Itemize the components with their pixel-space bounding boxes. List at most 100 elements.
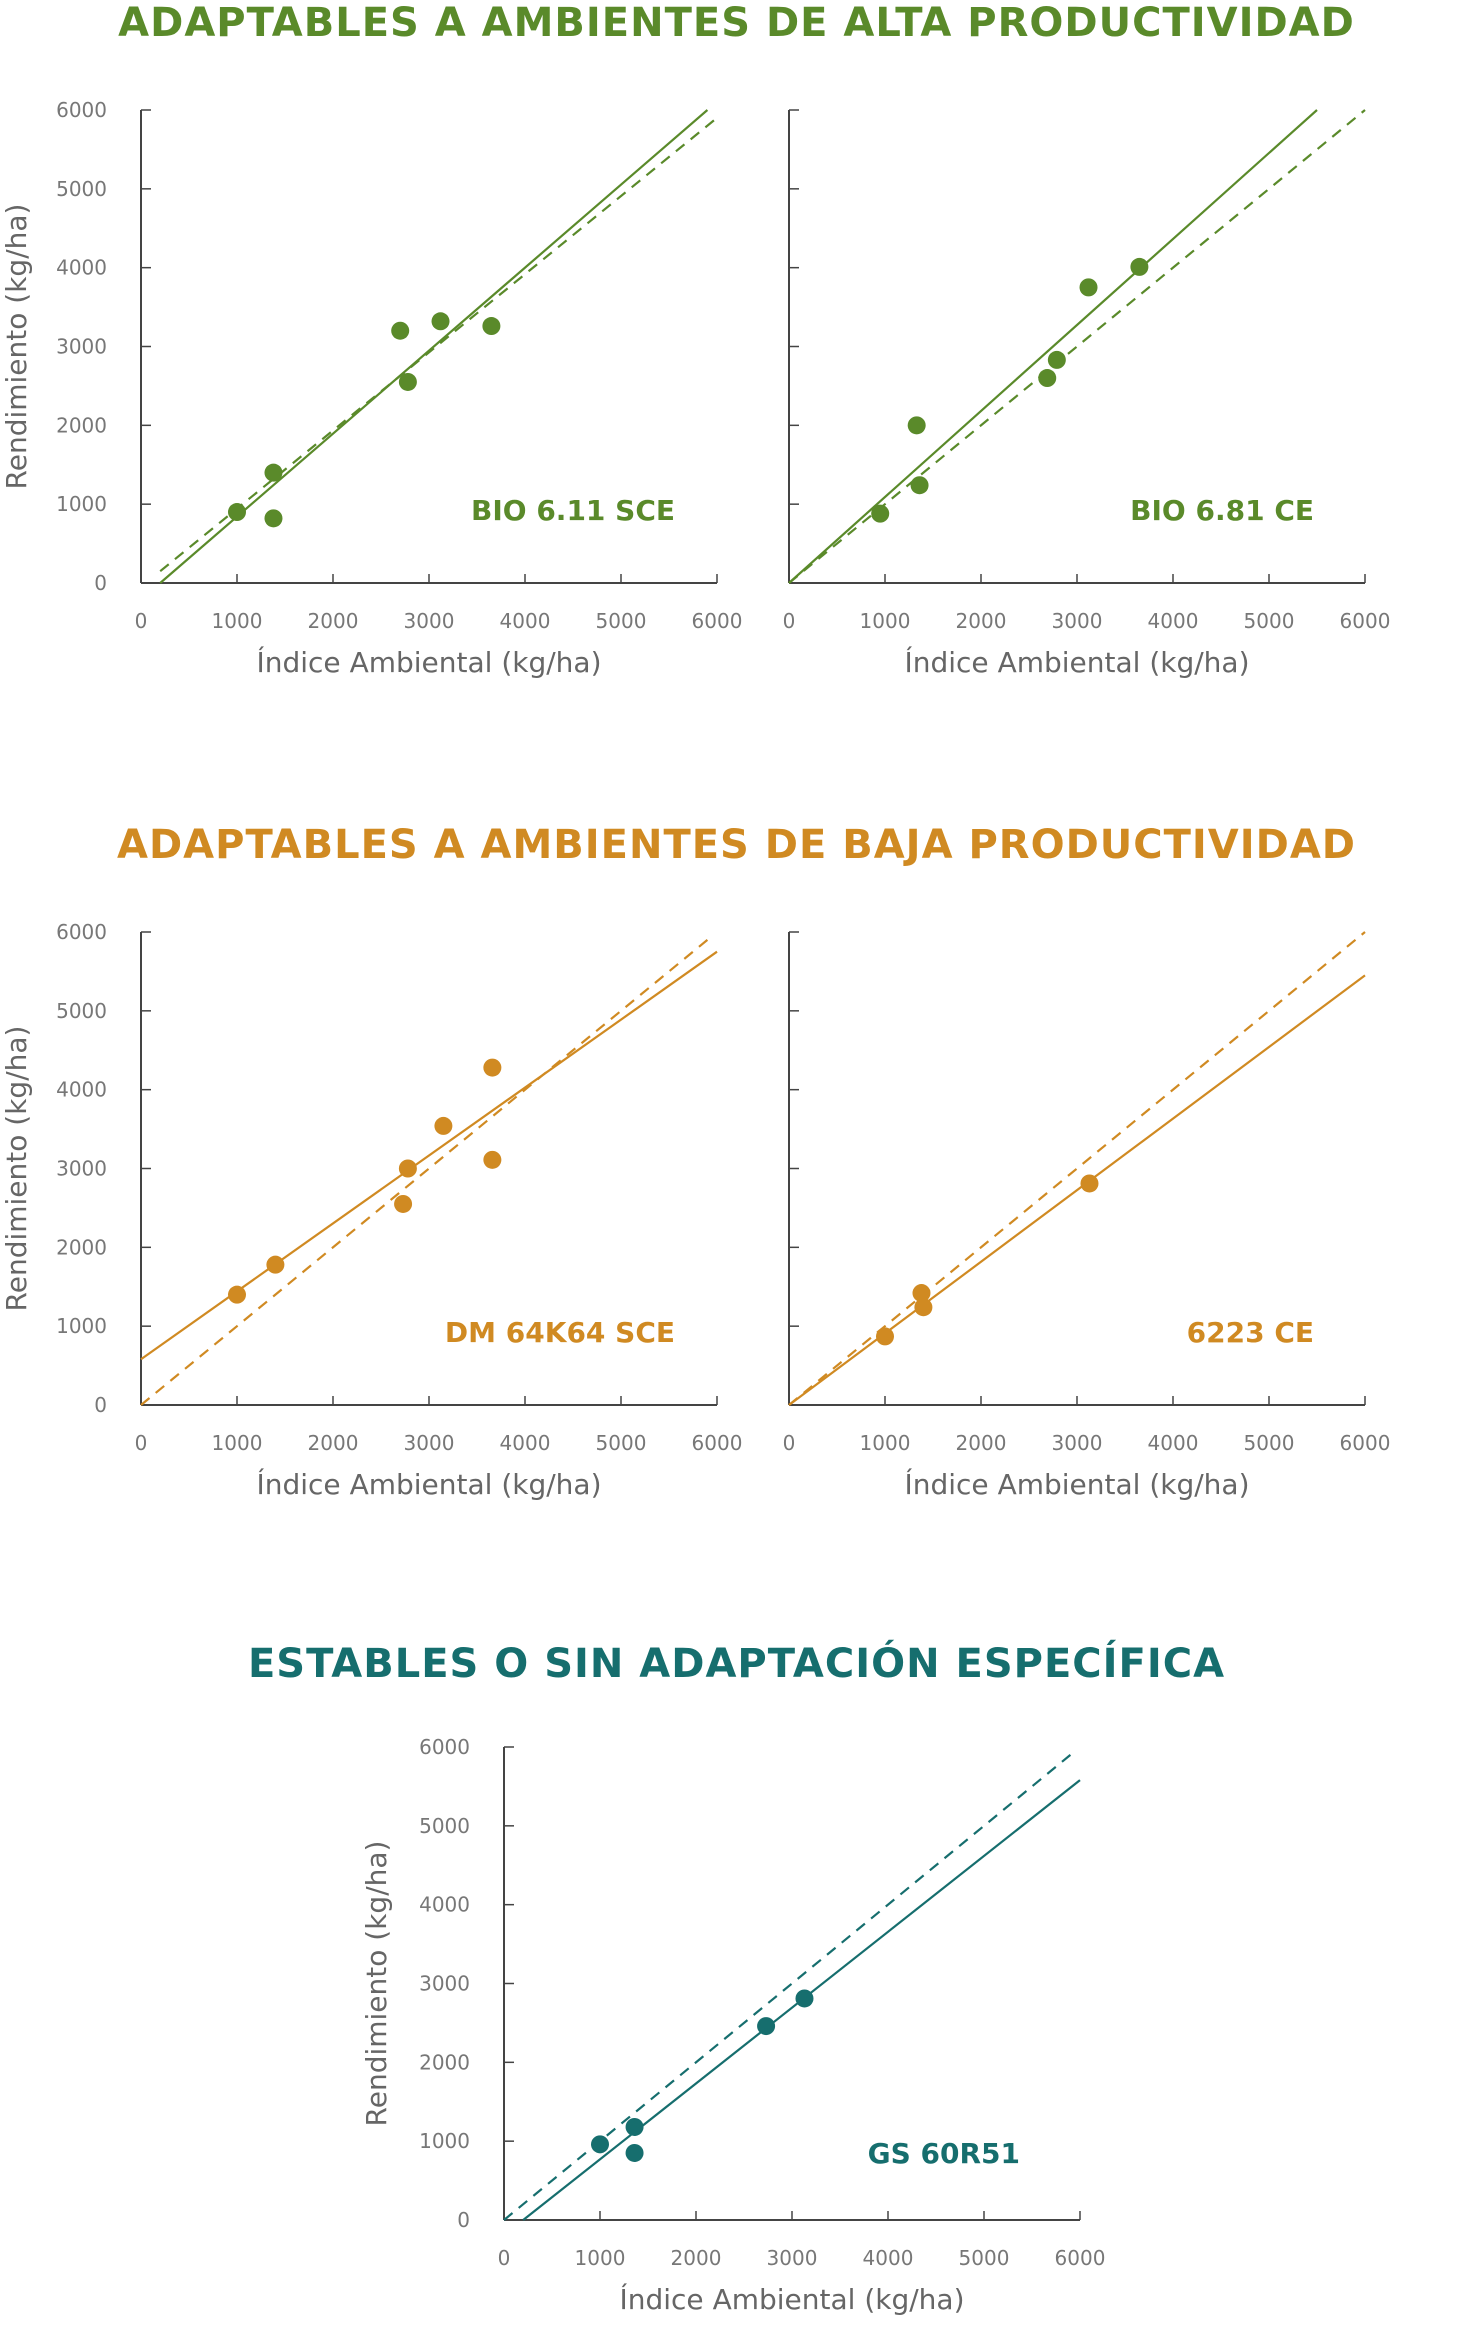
data-point <box>625 2117 644 2136</box>
data-point <box>482 317 501 336</box>
y-tick-label: 2000 <box>419 2050 470 2074</box>
x-tick-label: 6000 <box>692 1431 743 1455</box>
x-tick-label: 1000 <box>212 1431 263 1455</box>
x-tick-label: 2000 <box>308 1431 359 1455</box>
data-point <box>1130 257 1149 276</box>
y-tick-label: 2000 <box>56 413 107 437</box>
x-tick-label: 6000 <box>692 609 743 633</box>
data-point <box>264 463 283 482</box>
y-tick-label: 6000 <box>56 920 107 944</box>
hybrid-label: DM 64K64 SCE <box>445 1316 675 1349</box>
x-tick-label: 1000 <box>860 609 911 633</box>
x-tick-label: 6000 <box>1055 2246 1106 2270</box>
data-point <box>910 476 929 495</box>
chart-bio-611-sce: 0 1000 2000 3000 4000 5000 6000 0 1000 2000 3000 40… <box>0 98 743 679</box>
x-tick-label: 4000 <box>1148 1431 1199 1455</box>
data-point <box>398 372 417 391</box>
x-tick-label: 0 <box>135 1431 148 1455</box>
y-axis-title: Rendimiento (kg/ha) <box>0 1026 33 1312</box>
data-point <box>266 1255 285 1274</box>
x-tick-label: 2000 <box>956 609 1007 633</box>
data-point <box>795 1989 814 2008</box>
data-point <box>391 321 410 340</box>
x-axis-title: Índice Ambiental (kg/ha) <box>619 2282 964 2316</box>
x-tick-label: 2000 <box>308 609 359 633</box>
x-tick-label: 0 <box>783 1431 796 1455</box>
x-tick-label: 3000 <box>767 2246 818 2270</box>
hybrid-label: BIO 6.11 SCE <box>471 494 675 527</box>
x-tick-label: 1000 <box>212 609 263 633</box>
y-tick-label: 4000 <box>56 1078 107 1102</box>
data-point <box>1038 369 1057 388</box>
x-tick-label: 5000 <box>596 609 647 633</box>
data-point <box>483 1150 502 1169</box>
x-tick-label: 3000 <box>1052 609 1103 633</box>
data-point <box>394 1194 413 1213</box>
reference-line-dashed <box>788 109 1366 584</box>
x-tick-label: 4000 <box>863 2246 914 2270</box>
reference-line-dashed <box>159 117 718 573</box>
data-point <box>1080 1174 1099 1193</box>
hybrid-label: GS 60R51 <box>868 2137 1020 2170</box>
hybrid-label: BIO 6.81 CE <box>1130 494 1314 527</box>
x-tick-label: 3000 <box>1052 1431 1103 1455</box>
y-tick-label: 1000 <box>56 1314 107 1338</box>
x-tick-label: 0 <box>135 609 148 633</box>
y-tick-label: 1000 <box>56 492 107 516</box>
x-tick-label: 0 <box>783 609 796 633</box>
chart-gs-60r51: 0 1000 2000 3000 4000 5000 6000 0 1000 2000 3000 40… <box>360 1735 1106 2316</box>
data-point <box>228 503 246 522</box>
chart-dm-64k64-sce: 0 1000 2000 3000 4000 5000 6000 0 1000 2000 3000 40… <box>0 920 743 1501</box>
y-tick-label: 6000 <box>56 98 107 122</box>
x-tick-label: 0 <box>498 2246 511 2270</box>
y-tick-label: 5000 <box>419 1814 470 1838</box>
data-point <box>625 2143 644 2162</box>
y-tick-label: 4000 <box>56 256 107 280</box>
x-tick-label: 3000 <box>404 609 455 633</box>
y-axis-title: Rendimiento (kg/ha) <box>360 1841 393 2127</box>
y-tick-label: 1000 <box>419 2129 470 2153</box>
x-tick-label: 1000 <box>860 1431 911 1455</box>
data-point <box>1079 278 1098 297</box>
y-tick-label: 3000 <box>419 1972 470 1996</box>
data-point <box>398 1159 417 1178</box>
x-tick-label: 4000 <box>500 1431 551 1455</box>
data-point <box>876 1327 894 1346</box>
data-point <box>434 1116 453 1135</box>
data-point <box>591 2135 609 2154</box>
x-tick-label: 4000 <box>1148 609 1199 633</box>
y-tick-label: 3000 <box>56 335 107 359</box>
y-tick-label: 6000 <box>419 1735 470 1759</box>
x-tick-label: 5000 <box>1244 1431 1295 1455</box>
data-point <box>907 416 926 435</box>
section-title-baja: ADAPTABLES A AMBIENTES DE BAJA PRODUCTIV… <box>117 822 1356 868</box>
x-axis-title: Índice Ambiental (kg/ha) <box>256 1467 601 1501</box>
reference-line-dashed <box>788 931 1366 1406</box>
x-tick-label: 5000 <box>1244 609 1295 633</box>
y-tick-label: 5000 <box>56 177 107 201</box>
regression-line <box>159 109 709 584</box>
section-title-alta: ADAPTABLES A AMBIENTES DE ALTA PRODUCTIV… <box>118 0 1355 46</box>
data-point <box>228 1285 246 1304</box>
data-point <box>914 1298 933 1317</box>
data-point <box>264 509 283 528</box>
data-point <box>431 312 450 331</box>
chart-6223-ce: 0 1000 2000 3000 4000 5000 6000 Índice Ambienta… <box>783 931 1391 1501</box>
y-tick-label: 2000 <box>56 1235 107 1259</box>
data-point <box>757 2017 776 2036</box>
data-point <box>1047 350 1066 369</box>
x-tick-label: 5000 <box>959 2246 1010 2270</box>
reference-line-dashed <box>140 939 709 1406</box>
hybrid-label: 6223 CE <box>1187 1316 1314 1349</box>
y-tick-label: 0 <box>94 571 107 595</box>
section-title-estables: ESTABLES O SIN ADAPTACIÓN ESPECÍFICA <box>247 1641 1226 1687</box>
x-tick-label: 5000 <box>596 1431 647 1455</box>
data-point <box>483 1058 502 1077</box>
x-tick-label: 4000 <box>500 609 551 633</box>
x-tick-label: 6000 <box>1340 1431 1391 1455</box>
data-point <box>871 504 890 523</box>
chart-bio-681-ce: 0 1000 2000 3000 4000 5000 6000 Índice Ambienta… <box>783 109 1390 679</box>
x-axis-title: Índice Ambiental (kg/ha) <box>904 1467 1249 1501</box>
y-tick-label: 5000 <box>56 999 107 1023</box>
x-tick-label: 3000 <box>404 1431 455 1455</box>
